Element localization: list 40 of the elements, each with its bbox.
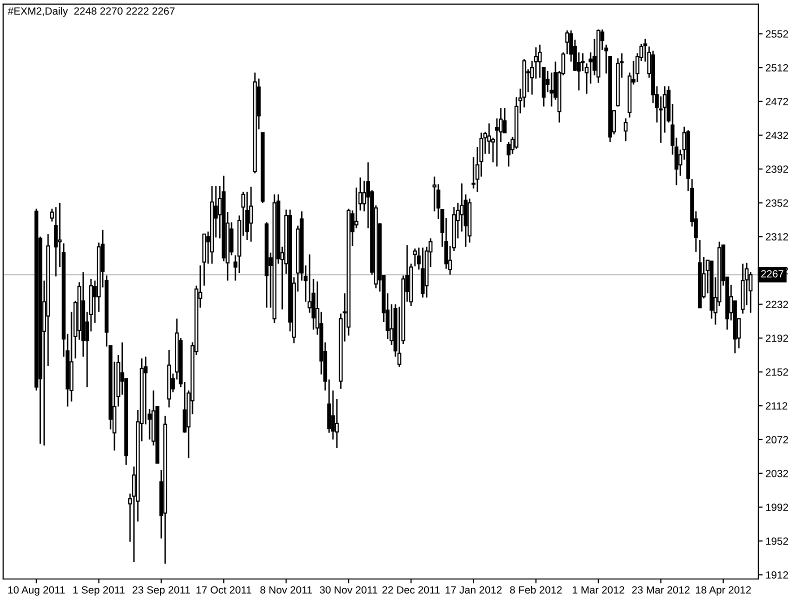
x-tick-label: 23 Sep 2011: [132, 586, 190, 596]
candlestick: [588, 52, 592, 84]
candlestick: [413, 248, 417, 267]
y-tick-label: 2232: [766, 300, 788, 308]
y-tick-label: 2312: [766, 233, 788, 241]
x-tick-label: 1 Sep 2011: [73, 586, 125, 596]
y-tick-label: 1992: [766, 504, 788, 512]
y-tick-label: 2112: [766, 402, 788, 410]
y-tick-label: 2072: [766, 436, 788, 444]
y-tick-label: 2392: [766, 166, 788, 173]
candlestick: [494, 118, 499, 168]
y-tick-label: 2352: [766, 199, 788, 207]
ref-line-label: 2267: [761, 270, 784, 278]
candlestick: [624, 118, 628, 142]
y-tick-label: 2552: [766, 30, 788, 38]
x-tick-label: 17 Jan 2012: [446, 586, 502, 594]
x-tick-label: 30 Nov 2011: [320, 586, 378, 594]
y-tick-label: 2192: [766, 334, 788, 342]
candlestick: [550, 72, 554, 108]
y-tick-label: 2472: [766, 98, 788, 106]
x-tick-label: 18 Apr 2012: [696, 586, 751, 596]
x-tick-label: 10 Aug 2011: [8, 586, 65, 596]
x-tick-label: 23 Mar 2012: [632, 586, 690, 594]
candlestick: [249, 186, 253, 242]
y-tick-label: 1912: [766, 571, 788, 579]
y-tick-label: 2432: [766, 132, 788, 140]
y-tick-label: 2512: [766, 64, 788, 72]
x-tick-label: 8 Nov 2011: [260, 586, 312, 594]
x-tick-label: 8 Feb 2012: [510, 586, 562, 594]
y-tick-label: 2152: [766, 368, 788, 376]
chart-title: #EXM2,Daily 2248 2270 2222 2267: [8, 7, 175, 17]
y-tick-label: 2032: [766, 470, 788, 478]
candlestick: [245, 191, 250, 241]
candlestick: [354, 186, 358, 229]
x-tick-label: 1 Mar 2012: [572, 586, 624, 594]
x-tick-label: 22 Dec 2011: [382, 586, 440, 594]
candlestick: [54, 206, 58, 278]
y-tick-label: 1952: [766, 537, 788, 545]
candlestick: [506, 141, 511, 168]
x-tick-label: 17 Oct 2011: [196, 586, 252, 594]
